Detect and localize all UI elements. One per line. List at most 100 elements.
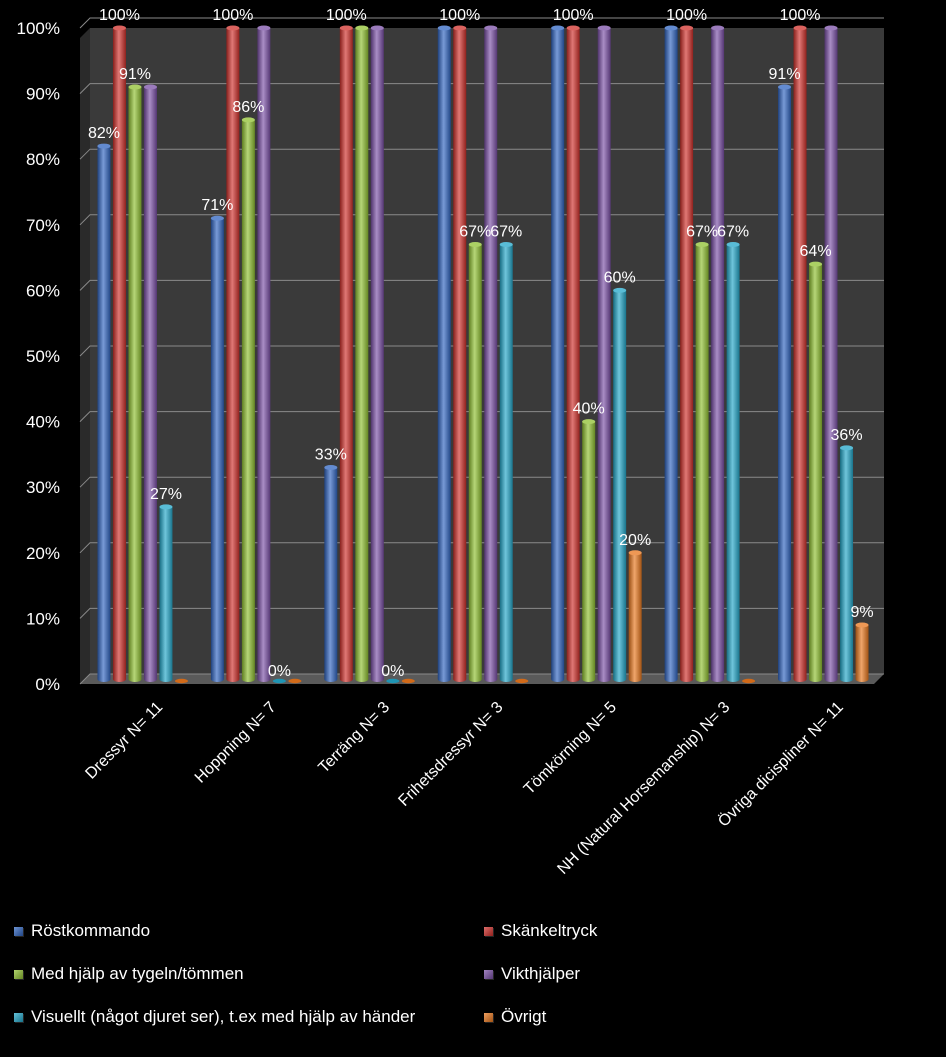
data-label: 100% [553,7,594,24]
bar [143,85,157,683]
legend-swatch [14,1012,23,1022]
y-tick-label: 40% [26,413,60,432]
legend-label: Övrigt [501,1007,547,1026]
bar-top [499,241,513,247]
y-tick-label: 10% [26,609,60,628]
bar-top [241,117,255,123]
gridline [79,214,884,226]
category-labels: Dressyr N= 11 Hoppning N= 7 Terräng N= 3 Fr… [82,698,846,878]
data-label: 67% [490,223,522,240]
plot-floor [80,674,884,684]
category-label: Hoppning N= 7 [192,699,280,787]
bar-top [664,25,678,31]
bar-top [566,25,580,31]
legend: Röstkommando Skänkeltryck Med hjälp av tyg… [14,918,934,1038]
bar-top [339,25,353,31]
bar [566,26,580,682]
bar-top [840,445,854,451]
category-label: Frihetsdressyr N= 3 [395,699,506,810]
data-label: 100% [99,7,140,24]
bar [793,26,807,682]
bar-zero [174,678,188,684]
data-label: 100% [666,7,707,24]
bar-top [355,25,369,31]
bar-top [613,287,627,293]
legend-label: Visuellt (något djuret ser), t.ex med hj… [31,1007,416,1026]
bar [437,26,451,682]
data-label: 67% [717,223,749,240]
bar-top [226,25,240,31]
legend-item: Röstkommando [14,918,150,944]
plot-background [80,28,884,684]
bar-top [793,25,807,31]
bar [241,117,255,683]
data-label: 0% [268,663,291,680]
bar [711,26,725,682]
data-label: 82% [88,125,120,142]
bar [257,26,271,682]
bar [551,26,565,682]
bar [370,26,384,682]
data-label: 33% [315,447,347,464]
bar-top [453,25,467,31]
bar-top [97,143,111,149]
bar [597,26,611,682]
bar-top [628,550,642,556]
legend-item: Visuellt (något djuret ser), t.ex med hj… [14,1004,415,1030]
category-label: Dressyr N= 11 [82,699,166,783]
data-label: 67% [686,223,718,240]
bar-zero [742,678,756,684]
bar [726,242,740,683]
y-tick-label: 0% [35,675,60,694]
bar [582,419,596,682]
bar-top [324,465,338,471]
bar [628,550,642,682]
bar-top [695,241,709,247]
data-label: 100% [780,7,821,24]
data-label: 0% [381,663,404,680]
plot-side-wall [80,28,90,684]
bar-zero [401,678,415,684]
data-labels: 82% 100% 91% 27% 71% 100% 86% 0% 33% 100% 0% 100% 67… [88,7,874,680]
bar [453,26,467,682]
bars [97,25,869,684]
bar [824,26,838,682]
y-tick-label: 70% [26,216,60,235]
bar-top [468,241,482,247]
bar-top [257,25,271,31]
y-tick-label: 80% [26,150,60,169]
bar-top [437,25,451,31]
bar [809,262,823,682]
bar-top [582,419,596,425]
bar [355,26,369,682]
gridline [79,17,884,29]
data-label: 100% [326,7,367,24]
bar-top [112,25,126,31]
bar-top [824,25,838,31]
bar-top [711,25,725,31]
bar-top [680,25,694,31]
gridline [79,148,884,160]
bar [128,85,142,683]
bar-top [210,215,224,221]
data-label: 91% [119,66,151,83]
data-label: 27% [150,486,182,503]
data-label: 100% [212,7,253,24]
data-label: 40% [573,401,605,418]
legend-label: Med hjälp av tygeln/tömmen [31,964,244,983]
data-label: 100% [439,7,480,24]
category-label: Terräng N= 3 [315,699,393,777]
legend-item: Vikthjälper [484,961,580,987]
category-label: Övriga dicispliner N= 11 [715,698,847,830]
bar [855,622,869,682]
bar [695,242,709,683]
bar-top [143,84,157,90]
y-tick-label: 100% [17,19,60,38]
legend-item: Övrigt [484,1004,546,1030]
data-label: 9% [850,604,873,621]
y-tick-label: 20% [26,544,60,563]
y-tick-label: 30% [26,478,60,497]
bar-top [726,241,740,247]
bar [112,26,126,682]
